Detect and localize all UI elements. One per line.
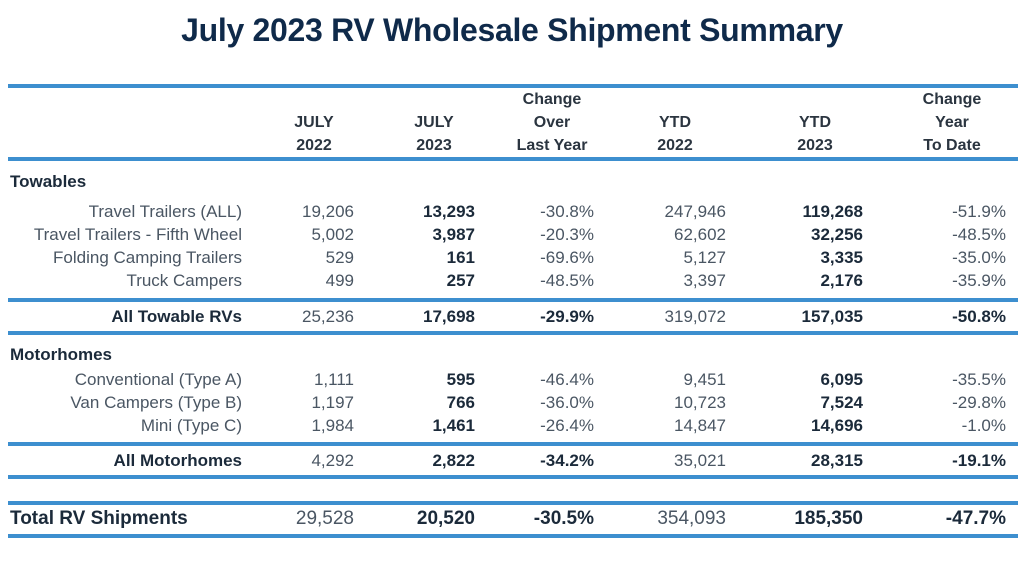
header-change-over-last-year: Change Over Last Year <box>516 91 588 154</box>
cell-change-month: -34.2% <box>540 451 594 470</box>
total-row: Total RV Shipments 29,528 20,520 -30.5% … <box>8 506 1018 532</box>
cell-july-2022: 5,002 <box>311 225 354 244</box>
rule-towables-subtotal-top <box>8 298 1018 302</box>
cell-change-month: -30.8% <box>540 202 594 221</box>
cell-july-2022: 499 <box>325 271 354 290</box>
section-towables: Towables <box>10 172 87 191</box>
cell-july-2023: 2,822 <box>432 451 475 470</box>
table-row: Van Campers (Type B) 1,197 766 -36.0% 10… <box>8 391 1018 415</box>
cell-july-2023: 257 <box>446 271 475 290</box>
subtotal-row-towables: All Towable RVs 25,236 17,698 -29.9% 319… <box>8 305 1018 329</box>
cell-change-ytd: -35.9% <box>952 271 1006 290</box>
row-label: All Towable RVs <box>111 307 242 326</box>
table-row: Folding Camping Trailers 529 161 -69.6% … <box>8 246 1018 270</box>
row-label: Van Campers (Type B) <box>70 393 242 412</box>
cell-change-month: -29.9% <box>540 307 594 326</box>
cell-change-ytd: -50.8% <box>952 307 1006 326</box>
cell-ytd-2023: 7,524 <box>820 393 863 412</box>
cell-change-month: -69.6% <box>540 248 594 267</box>
cell-change-ytd: -35.5% <box>952 370 1006 389</box>
row-label: Truck Campers <box>126 271 242 290</box>
cell-july-2022: 1,197 <box>311 393 354 412</box>
cell-july-2023: 13,293 <box>423 202 475 221</box>
cell-change-month: -48.5% <box>540 271 594 290</box>
cell-ytd-2022: 10,723 <box>674 393 726 412</box>
cell-change-ytd: -48.5% <box>952 225 1006 244</box>
header-ytd-2022: YTD 2022 <box>657 114 693 154</box>
rule-top <box>8 84 1018 88</box>
cell-july-2023: 766 <box>446 393 475 412</box>
table-row: Travel Trailers - Fifth Wheel 5,002 3,98… <box>8 223 1018 247</box>
cell-ytd-2023: 14,696 <box>811 416 863 435</box>
cell-ytd-2023: 185,350 <box>794 508 863 529</box>
cell-july-2022: 4,292 <box>311 451 354 470</box>
cell-change-ytd: -47.7% <box>945 508 1006 529</box>
cell-ytd-2023: 119,268 <box>802 202 863 221</box>
rule-towables-subtotal-bottom <box>8 331 1018 335</box>
cell-july-2022: 529 <box>325 248 354 267</box>
cell-ytd-2022: 9,451 <box>683 370 726 389</box>
subtotal-row-motorhomes: All Motorhomes 4,292 2,822 -34.2% 35,021… <box>8 449 1018 473</box>
cell-july-2023: 17,698 <box>423 307 475 326</box>
row-label: Conventional (Type A) <box>74 370 242 389</box>
cell-ytd-2022: 3,397 <box>683 271 726 290</box>
cell-change-month: -46.4% <box>540 370 594 389</box>
cell-ytd-2022: 354,093 <box>657 508 726 529</box>
table-row: Mini (Type C) 1,984 1,461 -26.4% 14,847 … <box>8 414 1018 438</box>
cell-change-month: -26.4% <box>540 416 594 435</box>
cell-ytd-2023: 2,176 <box>820 271 863 290</box>
rule-total-top <box>8 501 1018 505</box>
cell-july-2023: 1,461 <box>432 416 475 435</box>
row-label: All Motorhomes <box>113 451 242 470</box>
cell-change-ytd: -35.0% <box>952 248 1006 267</box>
cell-change-ytd: -1.0% <box>961 416 1006 435</box>
cell-change-month: -36.0% <box>540 393 594 412</box>
cell-change-ytd: -19.1% <box>952 451 1006 470</box>
row-label: Travel Trailers (ALL) <box>88 202 242 221</box>
row-label: Travel Trailers - Fifth Wheel <box>33 225 242 244</box>
cell-july-2022: 1,984 <box>311 416 354 435</box>
cell-change-ytd: -51.9% <box>952 202 1006 221</box>
cell-ytd-2023: 3,335 <box>820 248 863 267</box>
cell-july-2023: 20,520 <box>416 508 475 529</box>
cell-change-month: -20.3% <box>540 225 594 244</box>
rule-header-bottom <box>8 157 1018 161</box>
cell-change-month: -30.5% <box>533 508 594 529</box>
cell-july-2022: 1,111 <box>313 370 354 389</box>
cell-ytd-2023: 157,035 <box>801 307 863 326</box>
cell-july-2022: 29,528 <box>295 508 354 529</box>
cell-ytd-2022: 5,127 <box>683 248 726 267</box>
header-july-2023: JULY 2023 <box>414 114 454 154</box>
cell-ytd-2022: 319,072 <box>664 307 726 326</box>
cell-ytd-2022: 247,946 <box>664 202 726 221</box>
table-row: Travel Trailers (ALL) 19,206 13,293 -30.… <box>8 200 1018 224</box>
header-july-2022: JULY 2022 <box>294 114 334 154</box>
header-ytd-2023: YTD 2023 <box>797 114 833 154</box>
cell-july-2023: 3,987 <box>432 225 475 244</box>
header-change-year-to-date: Change Year To Date <box>922 91 982 154</box>
table-row: Conventional (Type A) 1,111 595 -46.4% 9… <box>8 368 1018 392</box>
cell-ytd-2023: 28,315 <box>811 451 863 470</box>
row-label: Mini (Type C) <box>140 416 242 435</box>
rule-total-bottom <box>8 534 1018 538</box>
rule-motorhomes-subtotal-top <box>8 442 1018 446</box>
page-title: July 2023 RV Wholesale Shipment Summary <box>181 12 843 48</box>
cell-ytd-2022: 62,602 <box>674 225 726 244</box>
cell-july-2022: 19,206 <box>302 202 354 221</box>
cell-change-ytd: -29.8% <box>952 393 1006 412</box>
rule-motorhomes-subtotal-bottom <box>8 475 1018 479</box>
cell-ytd-2023: 6,095 <box>820 370 863 389</box>
cell-ytd-2022: 35,021 <box>674 451 726 470</box>
cell-july-2023: 161 <box>446 248 475 267</box>
cell-ytd-2022: 14,847 <box>674 416 726 435</box>
cell-ytd-2023: 32,256 <box>811 225 863 244</box>
cell-july-2023: 595 <box>446 370 475 389</box>
section-motorhomes: Motorhomes <box>10 345 112 364</box>
cell-july-2022: 25,236 <box>302 307 354 326</box>
row-label: Folding Camping Trailers <box>53 248 242 267</box>
row-label: Total RV Shipments <box>10 508 188 529</box>
table-row: Truck Campers 499 257 -48.5% 3,397 2,176… <box>8 269 1018 293</box>
